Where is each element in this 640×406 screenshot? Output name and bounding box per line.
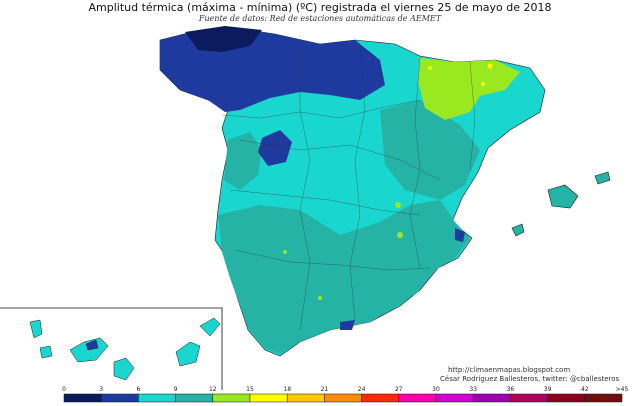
legend-tick-label: >45 — [616, 386, 629, 393]
balearic-islands-ibiza — [511, 223, 525, 237]
legend-tick-label: 3 — [99, 386, 103, 393]
legend-tick-label: 24 — [358, 386, 366, 393]
central-dark-patch — [258, 130, 292, 166]
yellow-spot-2 — [428, 66, 432, 70]
balearic-islands-menorca — [594, 171, 611, 185]
legend-tick-label: 42 — [581, 386, 589, 393]
legend-swatch — [435, 393, 474, 403]
legend-swatch — [249, 393, 288, 403]
legend-swatch — [547, 393, 586, 403]
map-subtitle: Fuente de datos: Red de estaciones autom… — [198, 14, 442, 23]
legend-swatch — [63, 393, 102, 403]
legend-swatch — [584, 393, 623, 403]
blog-url-credit: http://climaenmapas.blogspot.com — [448, 366, 571, 374]
legend-tick-label: 9 — [174, 386, 178, 393]
region-borders — [221, 44, 476, 331]
andalusia-coast-patch — [340, 320, 355, 330]
legend-swatch — [175, 393, 214, 403]
teal-zone-west — [224, 132, 262, 190]
teal-zone-east — [380, 100, 480, 200]
legend-tick-label: 0 — [62, 386, 66, 393]
green-spot-3 — [283, 250, 287, 254]
green-spot-1 — [395, 202, 401, 208]
legend-tick-label: 39 — [544, 386, 552, 393]
legend-swatch — [398, 393, 437, 403]
legend-swatch — [510, 393, 548, 403]
legend-tick-label: 36 — [507, 386, 515, 393]
pyrenees-green-zone — [418, 58, 520, 120]
legend-swatch — [324, 393, 362, 403]
green-spot-2 — [397, 232, 403, 238]
legend-tick-label: 18 — [283, 386, 291, 393]
legend-swatch — [212, 393, 251, 403]
legend-tick-label: 27 — [395, 386, 403, 393]
legend-swatch — [286, 393, 325, 403]
legend-tick-label: 15 — [246, 386, 254, 393]
legend-swatch — [138, 393, 176, 403]
teal-zone-south — [218, 200, 470, 354]
canary-islands — [29, 317, 221, 381]
map-title: Amplitud térmica (máxima - mínima) (ºC) … — [88, 1, 552, 14]
legend-tick-label: 12 — [209, 386, 217, 393]
legend-tick-label: 30 — [432, 386, 440, 393]
yellow-spot-3 — [481, 82, 485, 86]
legend-tick-label: 6 — [136, 386, 140, 393]
color-legend: 0 3 6 9 12 15 18 21 24 27 30 33 36 39 42 >45 — [62, 386, 629, 403]
legend-tick-label: 33 — [469, 386, 477, 393]
legend-swatch — [361, 393, 400, 403]
galicia-darkest-zone — [185, 26, 262, 52]
author-credit: César Rodríguez Ballesteros, twitter: @c… — [440, 375, 620, 383]
yellow-spot-1 — [487, 63, 493, 69]
legend-tick-label: 21 — [321, 386, 329, 393]
canary-inset-frame — [0, 307, 223, 390]
legend-swatch — [100, 393, 139, 403]
legend-swatch — [472, 393, 511, 403]
green-spot-4 — [318, 296, 322, 300]
balearic-islands — [547, 184, 579, 209]
valencia-dark-patch — [455, 228, 465, 242]
